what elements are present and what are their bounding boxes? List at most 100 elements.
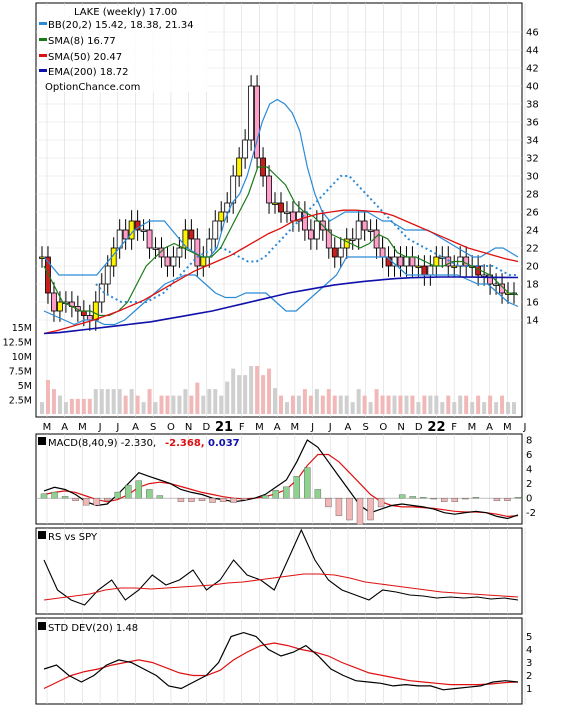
volume-bar [452,402,457,414]
price-tick-label: 32 [526,154,539,165]
month-label: A [61,422,68,433]
month-label: J [310,422,314,433]
volume-bar [380,395,385,414]
volume-bar [284,402,289,414]
volume-bar [237,375,242,414]
candle-body [140,229,147,232]
macd-hist-bar [493,497,501,502]
candle-body [146,229,153,249]
volume-bar [440,402,445,414]
candle-body [415,265,422,268]
volume-bar [195,382,200,414]
legend-sma50: SMA(50) 20.47 [48,52,122,63]
month-label: 22 [427,420,445,435]
std-line [43,631,519,691]
volume-bar [99,389,104,414]
candle-body [122,229,129,240]
volume-bar [219,395,224,414]
volume-bar [392,395,397,414]
vertical-gridlines [46,3,526,704]
candle-body [266,175,272,204]
macd-hist-bar [335,497,343,516]
volume-bar [183,389,188,414]
rs-line [43,528,519,606]
macd-hist-bar [219,497,227,502]
volume-bar [494,402,499,414]
candle-body [373,229,380,249]
legend-swatch-sma8 [39,38,47,41]
macd-tick-label: -2 [526,508,536,519]
candle-body [104,265,111,285]
candle-body [248,85,255,141]
candle-body [296,211,302,222]
volume-bar [278,395,283,414]
volume-bar [243,375,248,414]
macd-hist-bar [72,497,79,502]
candle-body [98,283,105,303]
volume-bar [135,395,140,414]
volume-bar [356,389,361,414]
macd-hist-bar [146,489,153,499]
macd-hist-bar [504,497,511,502]
candle-body [200,256,207,267]
candle-body [313,220,320,240]
candle-body [158,247,165,258]
month-label: F [451,422,457,433]
legend-bb: BB(20,2) 15.42, 18.38, 21.34 [48,20,194,31]
volume-bar [165,395,170,414]
macd-hist-bar [325,497,332,508]
candle-body [51,292,57,312]
std-label: STD DEV(20) 1.48 [48,623,138,634]
macd-hist-bar [314,489,322,499]
candle-body [188,229,195,240]
volume-bar [404,395,409,414]
chart-title: LAKE (weekly) 17.00 [74,7,177,18]
price-tick-label: 26 [526,208,539,219]
volume-bar [422,395,427,414]
std-tick-label: 5 [526,632,532,643]
macd-hist-bar [293,476,300,499]
volume-bar [231,368,236,414]
macd-hist-bar [398,494,406,499]
month-label: A [132,422,139,433]
candle-body [152,247,159,250]
volume-bar [141,402,146,414]
volume-bar [290,395,295,414]
volume-tick-label: 5M [18,381,32,392]
ema200-line [43,276,519,335]
month-label: J [523,422,527,433]
volume-bar [171,395,176,414]
volume-bar [488,395,493,414]
candle-body [337,247,344,258]
month-label: M [468,422,477,433]
macd-line [43,439,519,520]
macd-tick-label: 6 [526,450,532,461]
candle-body [421,265,428,276]
volume-bar [464,395,469,414]
price-tick-label: 40 [526,82,539,93]
macd-tick-label: 8 [526,436,532,447]
candle-body [57,301,63,312]
price-tick-label: 44 [526,46,539,57]
macd-hist-label: 0.037 [208,438,240,449]
legend-swatch-bb [39,22,47,25]
candle-body [218,211,225,222]
candle-body [481,274,488,277]
volume-bar [506,402,511,414]
macd-hist-bar [114,491,121,499]
macd-hist-bar [346,497,353,521]
macd-hist-bar [209,497,216,503]
month-label: J [115,422,119,433]
month-label: N [185,422,192,433]
volume-bar [57,395,62,414]
bb-lower-line [43,256,519,326]
volume-bar [87,398,92,414]
macd-hist-bar [409,496,416,499]
volume-bar [213,389,218,414]
volume-bar [105,389,110,414]
volume-tick-label: 15M [12,323,32,334]
volume-bar [81,398,86,414]
candle-body [385,256,392,267]
std-tick-label: 4 [526,645,532,656]
macd-hist-bar [177,497,185,502]
